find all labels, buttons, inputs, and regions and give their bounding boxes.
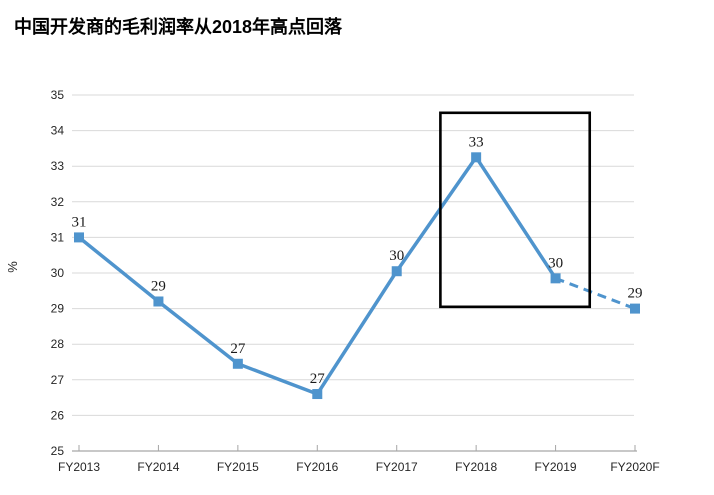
data-point-label: 31 xyxy=(72,214,87,230)
x-axis-tick-label: FY2016 xyxy=(296,460,338,474)
data-point-marker xyxy=(153,296,164,307)
y-axis-tick-label: 30 xyxy=(51,266,65,280)
y-axis-tick-label: 28 xyxy=(51,337,65,351)
data-point-marker xyxy=(391,266,402,277)
data-point-marker xyxy=(550,273,561,284)
x-axis-tick-label: FY2017 xyxy=(376,460,418,474)
data-point-label: 30 xyxy=(389,248,404,264)
y-axis-tick-label: 29 xyxy=(51,302,65,316)
data-point-marker xyxy=(312,389,323,400)
x-axis-tick-label: FY2019 xyxy=(535,460,577,474)
y-axis-tick-label: 35 xyxy=(51,88,65,102)
x-axis-tick-label: FY2014 xyxy=(137,460,179,474)
data-point-marker xyxy=(630,303,640,314)
data-point-label: 27 xyxy=(310,371,326,387)
y-axis-title: % xyxy=(5,261,20,273)
series-line-dashed xyxy=(555,276,636,311)
y-axis-tick-label: 34 xyxy=(51,124,65,138)
y-axis-tick-label: 31 xyxy=(51,230,65,244)
highlight-rectangle xyxy=(439,111,592,309)
data-point-label: 27 xyxy=(230,341,246,357)
x-axis-tick-label: FY2013 xyxy=(58,460,100,474)
x-axis-tick-label: FY2018 xyxy=(455,460,497,474)
series-line-solid xyxy=(77,155,558,396)
data-point-label: 33 xyxy=(469,134,484,150)
data-point-marker xyxy=(232,358,243,369)
chart-title: 中国开发商的毛利润率从2018年高点回落 xyxy=(14,17,343,37)
data-point-label: 29 xyxy=(628,286,643,302)
y-axis-tick-label: 33 xyxy=(51,159,65,173)
data-point-label: 30 xyxy=(548,255,563,271)
data-point-label: 29 xyxy=(151,278,166,294)
y-axis-tick-label: 25 xyxy=(51,444,65,458)
x-axis-tick-label: FY2015 xyxy=(217,460,259,474)
data-point-marker xyxy=(471,152,482,163)
y-axis-tick-label: 27 xyxy=(51,373,65,387)
data-point-marker xyxy=(74,232,84,243)
y-axis-tick-label: 32 xyxy=(51,195,65,209)
y-axis-tick-label: 26 xyxy=(51,408,65,422)
x-axis-tick-label: FY2020F xyxy=(610,460,659,474)
